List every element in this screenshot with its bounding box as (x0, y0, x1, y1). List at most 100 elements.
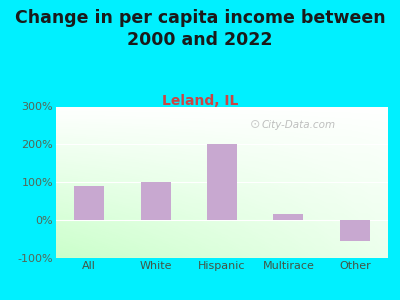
Bar (56, 229, 388, 230)
Bar (56, 121, 388, 122)
Bar (56, 170, 388, 171)
Bar (56, 225, 388, 226)
Bar (56, 216, 388, 217)
Bar (56, 254, 388, 255)
Bar (56, 125, 388, 126)
Bar (56, 129, 388, 130)
Bar (56, 204, 388, 205)
Bar (56, 140, 388, 141)
Bar (56, 134, 388, 135)
Bar (56, 230, 388, 231)
Bar (56, 156, 388, 157)
Bar (56, 122, 388, 123)
Bar (56, 190, 388, 191)
Bar (56, 149, 388, 150)
Bar (56, 183, 388, 184)
Bar (56, 113, 388, 114)
Bar (56, 252, 388, 253)
Bar (56, 228, 388, 229)
Bar (56, 189, 388, 190)
Bar (56, 191, 388, 192)
Bar (56, 234, 388, 235)
Text: City-Data.com: City-Data.com (261, 120, 336, 130)
Bar (56, 133, 388, 134)
Text: Leland, IL: Leland, IL (162, 94, 238, 109)
Bar (56, 128, 388, 129)
Bar (56, 163, 388, 164)
Bar (56, 249, 388, 250)
Bar (56, 141, 388, 142)
Bar (56, 231, 388, 232)
Bar (56, 146, 388, 147)
Bar (56, 248, 388, 249)
Bar (56, 238, 388, 239)
Bar (56, 196, 388, 197)
Bar (56, 111, 388, 112)
Bar (56, 142, 388, 143)
Bar (56, 180, 388, 181)
Bar (56, 213, 388, 214)
Bar (56, 209, 388, 210)
Bar (56, 153, 388, 154)
Bar (56, 114, 388, 115)
Bar (56, 158, 388, 159)
Bar (56, 126, 388, 127)
Bar (56, 110, 388, 111)
Bar (56, 203, 388, 204)
Bar (56, 206, 388, 207)
Bar (56, 135, 388, 136)
Bar (56, 253, 388, 254)
Bar (56, 147, 388, 148)
Bar (56, 255, 388, 256)
Bar (56, 184, 388, 185)
Bar (56, 205, 388, 206)
Bar (56, 226, 388, 227)
Bar (56, 186, 388, 187)
Bar (56, 256, 388, 257)
Bar (56, 241, 388, 242)
Bar (56, 237, 388, 238)
Bar (56, 120, 388, 121)
Bar (56, 220, 388, 221)
Bar (56, 212, 388, 213)
Bar (56, 221, 388, 222)
Bar (56, 127, 388, 128)
Bar (56, 194, 388, 195)
Bar (56, 232, 388, 233)
Bar (56, 195, 388, 196)
Bar (56, 214, 388, 215)
Bar (56, 245, 388, 246)
Bar (56, 187, 388, 188)
Bar (56, 168, 388, 169)
Bar (56, 182, 388, 183)
Bar (207, 144, 237, 220)
Bar (56, 165, 388, 166)
Bar (56, 239, 388, 240)
Bar (274, 214, 303, 220)
Bar (56, 119, 388, 120)
Bar (56, 107, 388, 108)
Bar (56, 244, 388, 245)
Bar (56, 174, 388, 175)
Bar (56, 161, 388, 162)
Text: Change in per capita income between
2000 and 2022: Change in per capita income between 2000… (15, 9, 385, 49)
Bar (56, 151, 388, 152)
Bar (56, 215, 388, 216)
Bar (56, 219, 388, 220)
Bar (56, 217, 388, 218)
Bar (141, 182, 170, 220)
Bar (56, 233, 388, 234)
Bar (56, 157, 388, 158)
Bar (56, 240, 388, 241)
Bar (56, 116, 388, 117)
Bar (56, 202, 388, 203)
Bar (56, 118, 388, 119)
Bar (56, 155, 388, 156)
Bar (74, 186, 104, 220)
Bar (56, 236, 388, 237)
Bar (56, 130, 388, 131)
Bar (56, 243, 388, 244)
Bar (56, 178, 388, 179)
Bar (56, 251, 388, 252)
Bar (56, 177, 388, 178)
